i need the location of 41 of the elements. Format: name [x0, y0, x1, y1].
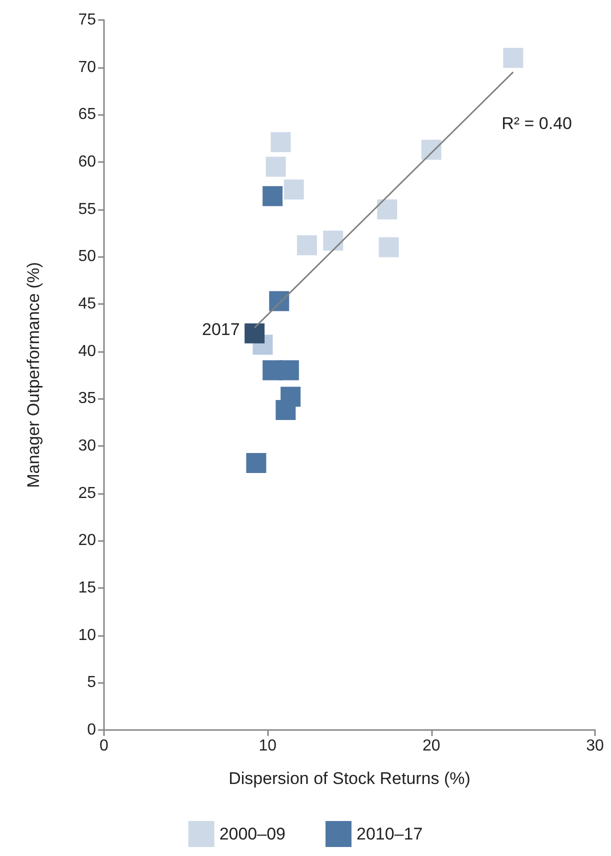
- point: [323, 230, 344, 251]
- point: [278, 360, 299, 380]
- x-tick-label: 30: [586, 738, 604, 754]
- legend-label: 2000–09: [219, 824, 286, 844]
- point: [270, 132, 291, 152]
- y-tick-label: 30: [78, 438, 96, 454]
- y-tick-label: 50: [78, 248, 96, 266]
- y-tick-label: 5: [87, 674, 96, 692]
- point: [244, 323, 265, 344]
- y-tick-label: 75: [78, 12, 96, 28]
- y-tick-label: 10: [78, 626, 96, 644]
- x-tick-label: 10: [258, 738, 277, 754]
- y-tick-label: 20: [78, 532, 96, 550]
- point: [269, 291, 290, 312]
- y-tick-label: 25: [78, 484, 96, 502]
- y-tick-label: 55: [78, 200, 96, 218]
- x-axis-title: Dispersion of Stock Returns (%): [228, 769, 470, 788]
- point: [262, 186, 283, 206]
- point: [284, 179, 304, 200]
- legend-label: 2010–17: [356, 824, 423, 844]
- point: [377, 199, 398, 220]
- annotation: 2017: [202, 320, 240, 340]
- y-tick-label: 0: [87, 722, 96, 738]
- y-axis-title: Manager Outperformance (%): [24, 262, 43, 488]
- y-tick-label: 65: [78, 106, 96, 124]
- x-tick-label: 20: [422, 738, 440, 754]
- point: [276, 400, 296, 420]
- y-tick-label: 35: [78, 390, 96, 408]
- point: [246, 453, 266, 474]
- y-tick-label: 60: [78, 154, 96, 170]
- y-tick-label: 15: [78, 580, 96, 596]
- y-tick-label: 70: [78, 58, 96, 76]
- point: [266, 156, 286, 177]
- y-tick-label: 40: [78, 342, 96, 360]
- point: [503, 48, 524, 68]
- point: [296, 235, 317, 256]
- annotation: R² = 0.40: [502, 114, 572, 133]
- point: [421, 140, 442, 160]
- point: [378, 237, 399, 258]
- x-tick-label: 0: [100, 738, 109, 754]
- y-tick-label: 45: [78, 296, 96, 312]
